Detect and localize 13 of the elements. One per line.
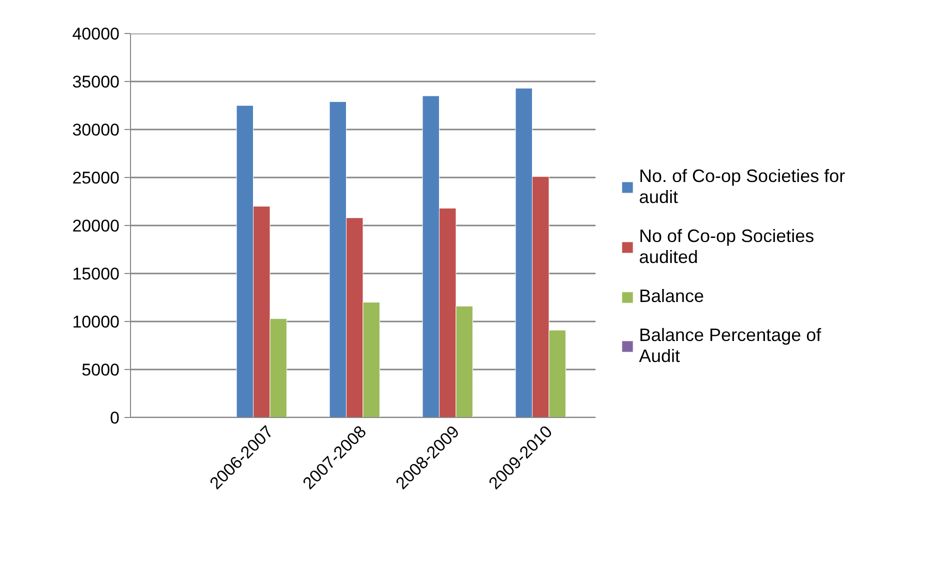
y-tick-label: 15000: [72, 264, 120, 284]
legend-label: Balance: [639, 286, 704, 307]
y-tick-label: 0: [110, 408, 120, 428]
legend-label: No of Co-op Societies audited: [639, 226, 814, 268]
y-tick-label: 40000: [72, 24, 120, 44]
y-tick-label: 25000: [72, 168, 120, 188]
y-tick-label: 20000: [72, 216, 120, 236]
y-tick-label: 35000: [72, 72, 120, 92]
legend-label: Balance Percentage of Audit: [639, 325, 822, 367]
y-tick-label: 30000: [72, 120, 120, 140]
y-tick-label: 5000: [82, 360, 120, 380]
y-tick-label: 10000: [72, 312, 120, 332]
legend-label: No. of Co-op Societies for audit: [639, 166, 846, 208]
